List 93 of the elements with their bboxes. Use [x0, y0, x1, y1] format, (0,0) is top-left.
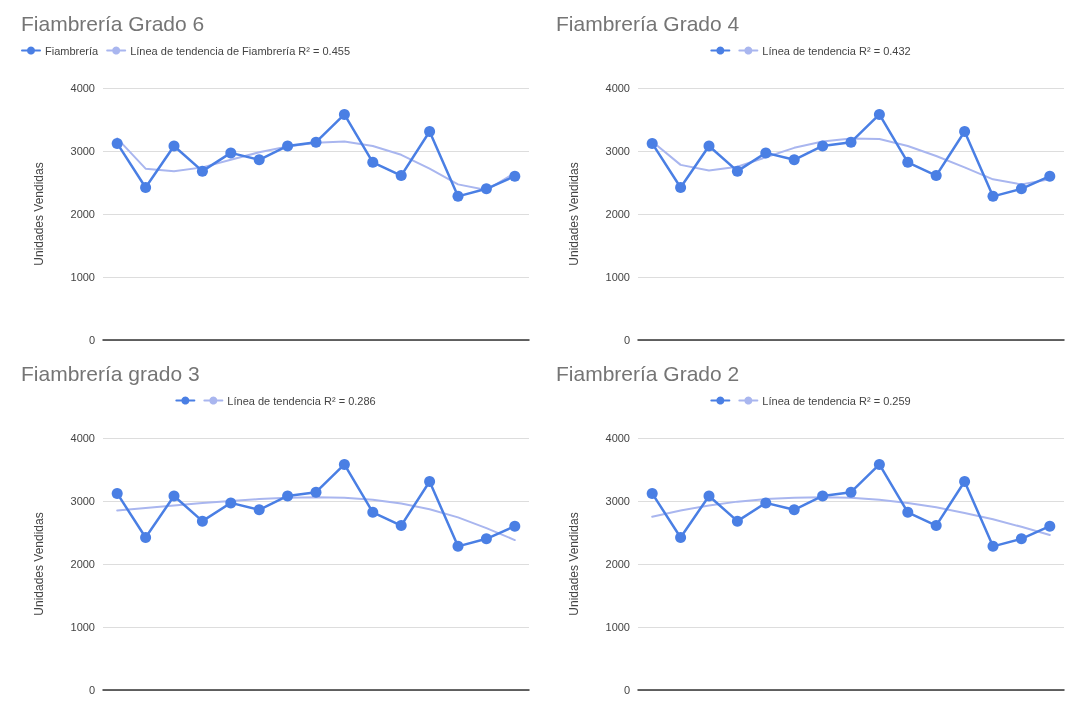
y-tick-label: 4000 — [70, 432, 95, 444]
point — [509, 520, 521, 532]
point — [424, 125, 436, 137]
point — [196, 165, 208, 177]
point — [480, 183, 492, 195]
y-tick-label: 1000 — [70, 271, 95, 283]
point — [452, 540, 464, 552]
point — [731, 165, 743, 177]
point — [760, 147, 772, 159]
y-tick-label: 2000 — [605, 558, 630, 570]
point — [282, 140, 294, 152]
point — [1044, 520, 1056, 532]
point — [873, 108, 885, 120]
legend-label: Línea de tendencia de Fiambrería R² = 0.455 — [130, 44, 351, 57]
y-tick-label: 3000 — [605, 495, 630, 507]
y-axis-title: Unidades Vendidas — [567, 162, 581, 266]
y-tick-label: 2000 — [70, 208, 95, 220]
y-tick-label: 2000 — [70, 558, 95, 570]
point — [703, 490, 715, 502]
point — [367, 506, 379, 518]
point — [509, 170, 521, 182]
point — [395, 520, 407, 532]
point — [1044, 170, 1056, 182]
point — [987, 190, 999, 202]
point — [253, 154, 265, 166]
y-tick-label: 4000 — [605, 432, 630, 444]
y-tick-label: 0 — [88, 684, 95, 696]
point — [310, 136, 322, 148]
y-tick-label: 4000 — [70, 82, 95, 94]
y-tick-label: 1000 — [605, 621, 630, 633]
y-tick-label: 3000 — [605, 145, 630, 157]
point — [282, 490, 294, 502]
point — [703, 140, 715, 152]
point — [788, 154, 800, 166]
point — [1015, 183, 1027, 195]
point — [196, 515, 208, 527]
point — [675, 532, 687, 544]
y-tick-label: 2000 — [605, 208, 630, 220]
point — [338, 458, 350, 470]
legend-label: Fiambrería — [45, 44, 100, 57]
point — [930, 170, 942, 182]
chart-title: Fiambrería Grado 4 — [556, 12, 740, 35]
point — [646, 137, 658, 149]
point — [646, 487, 658, 499]
point — [140, 182, 152, 194]
point — [845, 136, 857, 148]
point — [902, 506, 914, 518]
y-tick-label: 3000 — [70, 495, 95, 507]
point — [367, 156, 379, 168]
point — [959, 475, 971, 487]
point — [140, 532, 152, 544]
chart-title: Fiambrería Grado 6 — [21, 12, 205, 35]
y-tick-label: 1000 — [605, 271, 630, 283]
legend-label: Línea de tendencia R² = 0.286 — [227, 394, 376, 407]
y-axis-title: Unidades Vendidas — [32, 162, 46, 266]
point — [395, 170, 407, 182]
point — [760, 497, 772, 509]
point — [310, 486, 322, 498]
point — [845, 486, 857, 498]
y-tick-label: 1000 — [70, 621, 95, 633]
point — [111, 487, 123, 499]
y-tick-label: 3000 — [70, 145, 95, 157]
y-axis-title: Unidades Vendidas — [32, 512, 46, 616]
point — [873, 458, 885, 470]
point — [817, 140, 829, 152]
point — [424, 475, 436, 487]
legend-label: Línea de tendencia R² = 0.259 — [762, 394, 911, 407]
point — [817, 490, 829, 502]
chart-title: Fiambrería grado 3 — [21, 362, 200, 385]
point — [1015, 533, 1027, 545]
y-tick-label: 4000 — [605, 82, 630, 94]
point — [731, 515, 743, 527]
y-tick-label: 0 — [623, 334, 630, 346]
point — [111, 137, 123, 149]
point — [675, 182, 687, 194]
point — [788, 504, 800, 516]
point — [225, 147, 237, 159]
point — [225, 497, 237, 509]
point — [959, 125, 971, 137]
point — [452, 190, 464, 202]
y-tick-label: 0 — [623, 684, 630, 696]
y-tick-label: 0 — [88, 334, 95, 346]
y-axis-title: Unidades Vendidas — [567, 512, 581, 616]
point — [480, 533, 492, 545]
point — [338, 108, 350, 120]
point — [168, 140, 180, 152]
legend-label: Línea de tendencia R² = 0.432 — [762, 44, 911, 57]
point — [987, 540, 999, 552]
point — [168, 490, 180, 502]
point — [930, 520, 942, 532]
point — [253, 504, 265, 516]
point — [902, 156, 914, 168]
chart-title: Fiambrería Grado 2 — [556, 362, 740, 385]
